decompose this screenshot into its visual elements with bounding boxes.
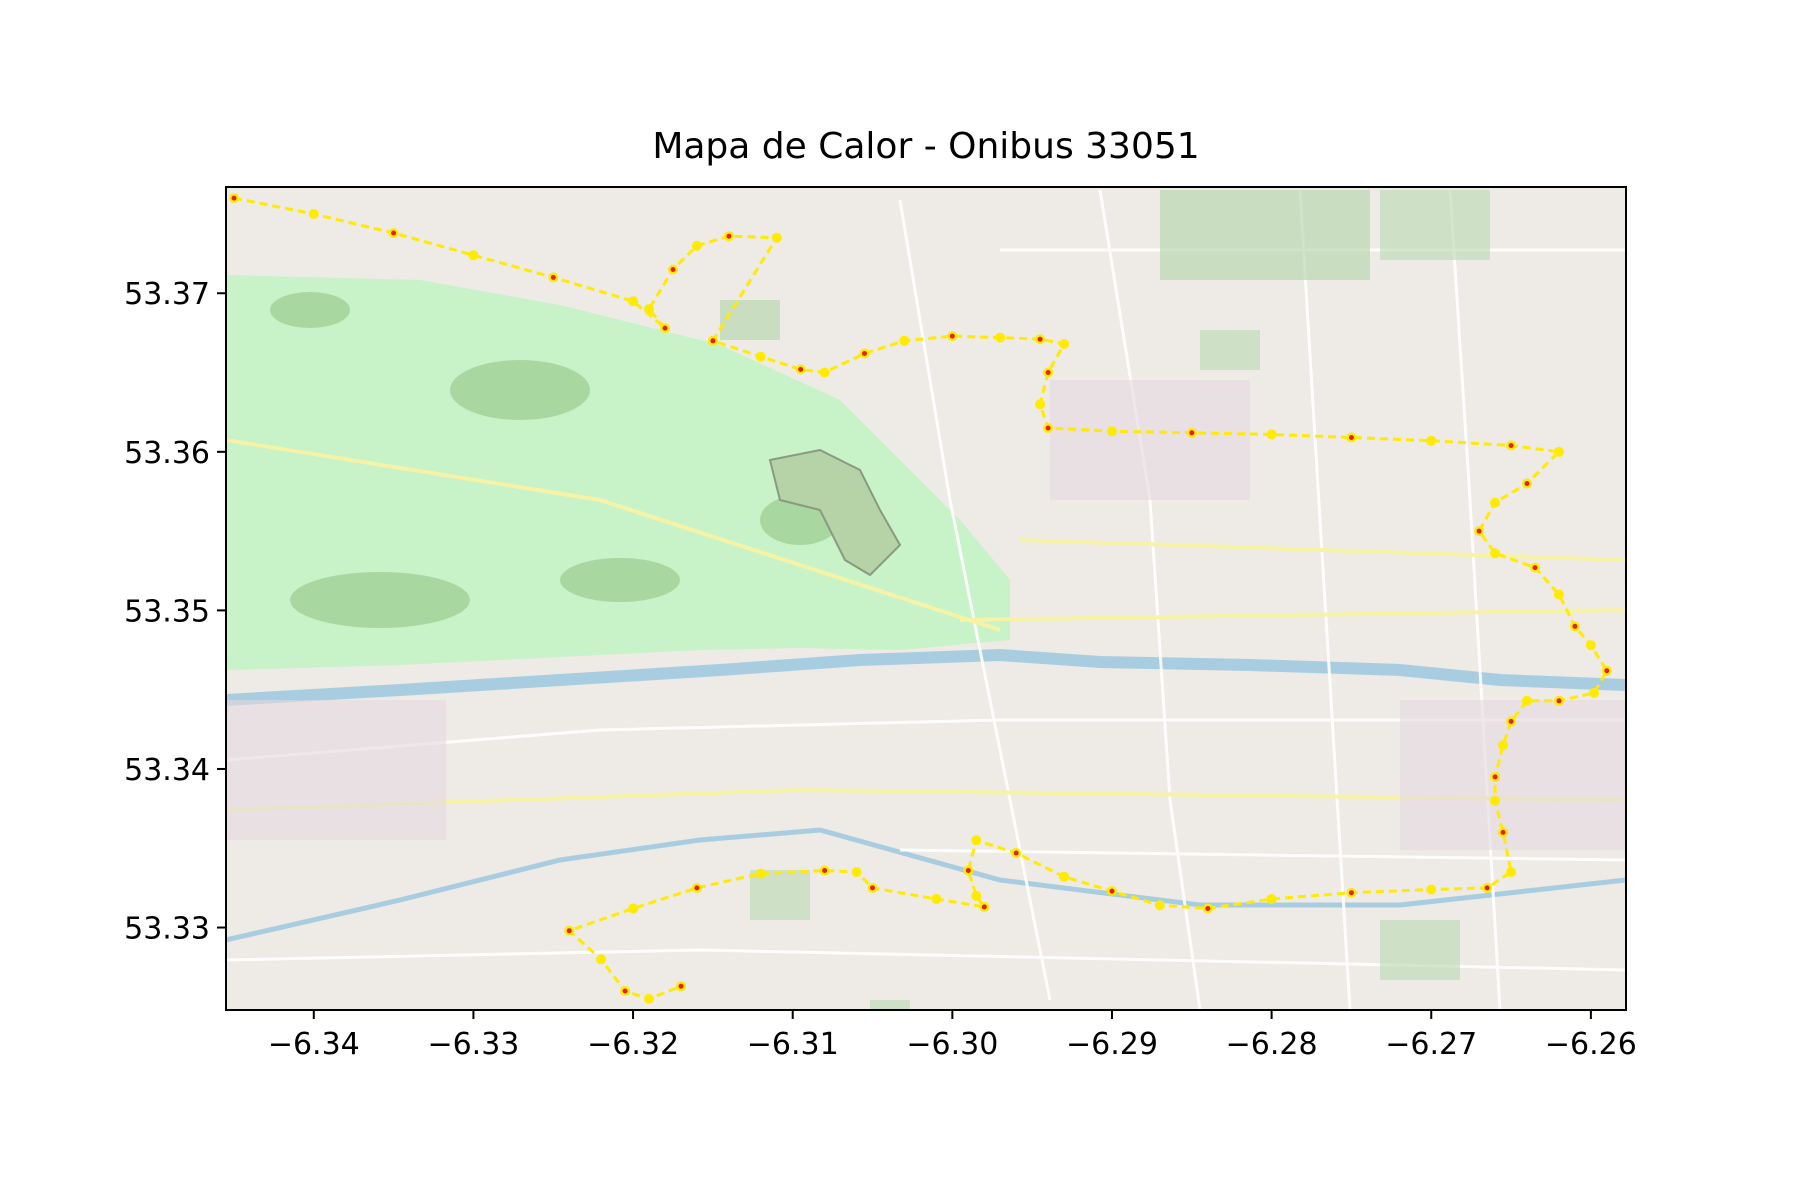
hotspot-point [1348,435,1354,440]
hotspot-point [1524,481,1530,486]
route-point [628,903,639,914]
route-point [1506,867,1517,877]
route-point [1490,795,1501,806]
hotspot-point [1556,698,1562,704]
hotspot-point [391,230,397,236]
route-point [899,335,910,346]
hotspot-point [550,274,556,280]
hotspot-point [1013,850,1019,856]
hotspot-point [1572,623,1578,629]
hotspot-point [822,868,828,873]
route-point [1490,497,1501,508]
hotspot-point [1484,885,1490,891]
route-point [1059,339,1070,349]
x-tick-label: −6.32 [587,1027,679,1062]
hotspot-point [670,267,676,272]
hotspot-point [710,338,716,344]
route-point [1585,640,1596,651]
y-tick-label: 53.36 [124,436,210,471]
route-point [771,232,782,243]
hotspot-point [566,928,572,934]
hotspot-point [726,233,732,239]
y-tick-label: 53.34 [124,753,210,788]
y-tick-label: 53.37 [124,277,210,312]
route-point [308,209,319,219]
route-point [1498,740,1509,751]
route-point [1059,871,1070,882]
hotspot-point [981,904,987,910]
route-point [851,867,862,877]
hotspot-point [1492,774,1498,780]
hotspot-point [965,868,971,873]
route-point [1554,446,1564,457]
route-point [1554,589,1564,600]
hotspot-point [1604,668,1610,674]
hotspot-point [1500,829,1506,835]
route-point [1490,548,1501,559]
route-point [995,332,1006,343]
x-tick-label: −6.28 [1226,1027,1318,1062]
hotspot-point [1476,528,1482,534]
route-point [1266,894,1277,904]
route-point [1154,900,1165,911]
hotspot-point [1037,336,1043,342]
chart-title: Mapa de Calor - Onibus 33051 [652,126,1199,167]
y-tick-label: 53.35 [124,594,210,629]
route-point [755,868,766,879]
route-point [644,993,654,1004]
route-point [1426,435,1437,446]
hotspot-point [1532,565,1538,571]
route-point [971,835,982,846]
hotspot-point [662,325,668,331]
route-point [1035,399,1046,410]
hotspot-point [862,351,867,356]
route-point [1522,695,1532,706]
x-tick-label: −6.30 [906,1027,998,1062]
route-point [1589,687,1600,698]
route-point [819,367,830,378]
route-point [1107,426,1117,437]
x-tick-label: −6.26 [1545,1027,1637,1062]
route-point [691,240,702,251]
y-tick-label: 53.33 [124,912,210,947]
x-tick-label: −6.33 [427,1027,519,1062]
route-point [596,954,607,965]
route-point [644,304,654,315]
x-axis: −6.34 −6.33 −6.32 −6.31 −6.30 −6.29 −6.28 −6.27… [268,1010,1637,1062]
hotspot-point [1189,430,1195,436]
route-point [755,351,766,362]
x-tick-label: −6.29 [1066,1027,1158,1062]
x-tick-label: −6.34 [268,1027,360,1062]
route-point [628,296,639,307]
hotspot-point [949,333,955,339]
hotspot-point [1508,718,1514,724]
zoo-area [768,448,902,577]
hotspot-point [694,885,700,891]
route-point [468,250,479,261]
route-point [971,890,982,901]
route-point [1266,429,1277,440]
hotspot-point [1045,370,1051,375]
plot-frame [225,186,1627,1011]
hotspot-point [1109,888,1115,894]
y-axis: 53.33 53.34 53.35 53.36 53.37 [124,277,226,947]
route-point [1426,884,1437,895]
hotspot-point [1205,906,1211,911]
route-point [931,894,942,904]
hotspot-point [1045,425,1051,431]
x-tick-label: −6.27 [1385,1027,1477,1062]
route-layer [229,193,1612,1004]
hotspot-point [678,983,684,989]
x-tick-label: −6.31 [747,1027,839,1062]
hotspot-point [1348,890,1354,896]
hotspot-point [870,885,875,891]
hotspot-point [1508,443,1514,448]
hotspot-point [622,988,628,994]
river [226,648,1626,706]
map-background [226,187,1626,1010]
hotspot-point [231,195,237,201]
hotspot-point [798,366,804,372]
